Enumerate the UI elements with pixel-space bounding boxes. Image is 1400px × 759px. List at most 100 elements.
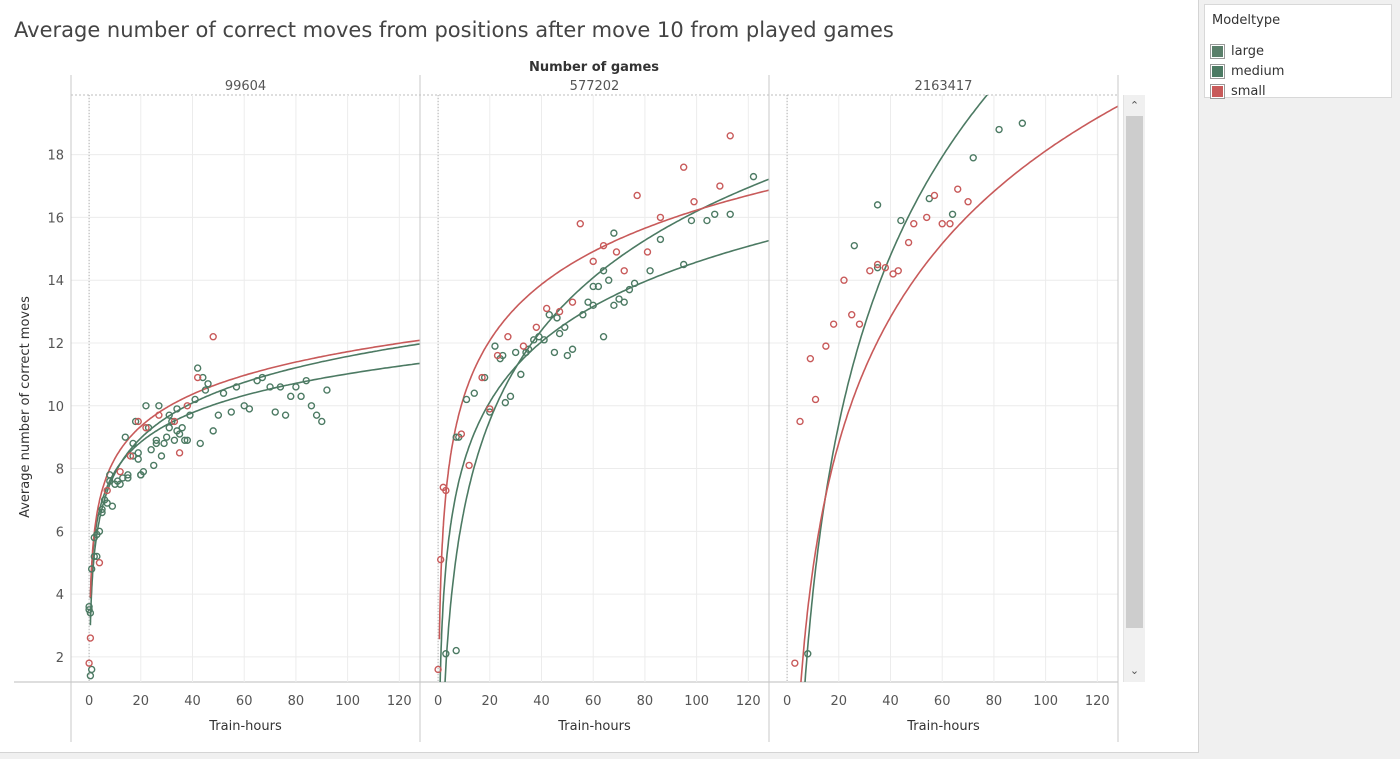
point-small — [930, 191, 939, 200]
point-large — [93, 552, 101, 561]
x-tick-label: 40 — [533, 694, 550, 709]
point-small — [493, 351, 502, 360]
point-large — [535, 333, 543, 341]
x-tick-label: 100 — [335, 694, 360, 709]
point-large — [271, 408, 279, 416]
point-large — [281, 411, 290, 419]
point-small — [465, 461, 473, 470]
y-tick-label: 10 — [47, 400, 64, 415]
point-medium — [452, 646, 460, 655]
point-large — [470, 389, 478, 397]
point-large — [517, 370, 525, 379]
point-small — [576, 220, 584, 228]
point-small — [946, 220, 954, 228]
point-small — [922, 213, 931, 222]
point-medium — [925, 194, 933, 203]
trendline-small — [800, 105, 1118, 682]
point-medium — [873, 263, 882, 272]
x-axis-label: Train-hours — [557, 719, 631, 734]
point-large — [173, 405, 181, 413]
legend-item-large[interactable]: large — [1210, 42, 1264, 60]
x-tick-label: 20 — [133, 694, 150, 709]
point-medium — [137, 471, 145, 479]
point-small — [436, 555, 445, 564]
legend-swatch-small — [1210, 83, 1225, 99]
point-large — [501, 398, 510, 407]
scroll-down-arrow-icon[interactable]: ⌄ — [1129, 664, 1140, 677]
point-large — [253, 376, 261, 385]
point-large — [232, 383, 241, 391]
point-large — [948, 210, 957, 218]
trendline-large — [804, 95, 989, 682]
y-tick-label: 2 — [56, 651, 64, 666]
point-medium — [499, 351, 507, 360]
point-large — [561, 323, 569, 331]
point-medium — [749, 172, 758, 181]
point-large — [258, 373, 267, 382]
point-small — [954, 185, 962, 193]
panel-header: 577202 — [570, 79, 620, 94]
point-medium — [969, 154, 977, 162]
point-medium — [711, 210, 719, 218]
x-tick-label: 120 — [736, 694, 761, 709]
point-large — [511, 348, 520, 357]
legend-title: Modeltype — [1212, 13, 1281, 28]
point-medium — [524, 345, 533, 353]
point-large — [168, 417, 176, 426]
point-small — [134, 417, 142, 426]
point-large — [152, 439, 161, 448]
point-small — [599, 241, 608, 250]
legend: Modeltype large medium small — [1204, 4, 1392, 100]
point-small — [716, 182, 724, 190]
trendline-medium — [444, 178, 769, 682]
point-small — [193, 373, 202, 382]
point-large — [157, 452, 166, 460]
point-large — [995, 125, 1003, 134]
point-large — [452, 433, 460, 441]
column-header: Number of games — [529, 60, 659, 75]
point-large — [155, 402, 163, 410]
chart-title: Average number of correct moves from pos… — [14, 18, 894, 42]
point-small — [486, 405, 494, 413]
point-large — [318, 417, 326, 426]
vertical-scrollbar[interactable]: ⌃ ⌄ — [1123, 95, 1145, 682]
point-small — [103, 486, 111, 495]
point-medium — [599, 333, 608, 341]
point-large — [121, 433, 129, 441]
point-large — [584, 298, 592, 306]
y-axis-label: Average number of correct moves — [18, 296, 33, 518]
y-tick-label: 4 — [56, 588, 64, 603]
point-small — [910, 220, 918, 228]
legend-item-small[interactable]: small — [1210, 82, 1266, 100]
point-large — [297, 392, 305, 401]
point-large — [873, 201, 882, 209]
point-small — [126, 452, 135, 460]
point-small — [116, 467, 124, 476]
x-tick-label: 20 — [831, 694, 848, 709]
point-small — [620, 267, 628, 275]
point-large — [90, 552, 98, 561]
point-small — [85, 659, 93, 667]
x-tick-label: 80 — [637, 694, 654, 709]
point-small — [519, 342, 528, 350]
point-small — [791, 659, 799, 667]
point-large — [620, 298, 628, 306]
point-medium — [152, 436, 161, 444]
legend-item-medium[interactable]: medium — [1210, 62, 1284, 80]
point-large — [186, 411, 194, 419]
trendline-small — [89, 339, 420, 598]
point-medium — [119, 474, 127, 482]
scroll-thumb[interactable] — [1126, 116, 1143, 628]
scroll-up-arrow-icon[interactable]: ⌃ — [1129, 99, 1140, 112]
point-large — [703, 216, 711, 225]
point-large — [214, 411, 223, 419]
point-medium — [553, 314, 561, 322]
chart-svg: Number of games Average number of correct… — [14, 60, 1119, 742]
point-small — [589, 257, 597, 266]
legend-label-small: small — [1231, 83, 1266, 99]
point-small — [643, 248, 652, 256]
point-large — [594, 282, 603, 291]
point-large — [191, 395, 199, 404]
point-small — [542, 304, 551, 313]
point-small — [555, 307, 564, 316]
